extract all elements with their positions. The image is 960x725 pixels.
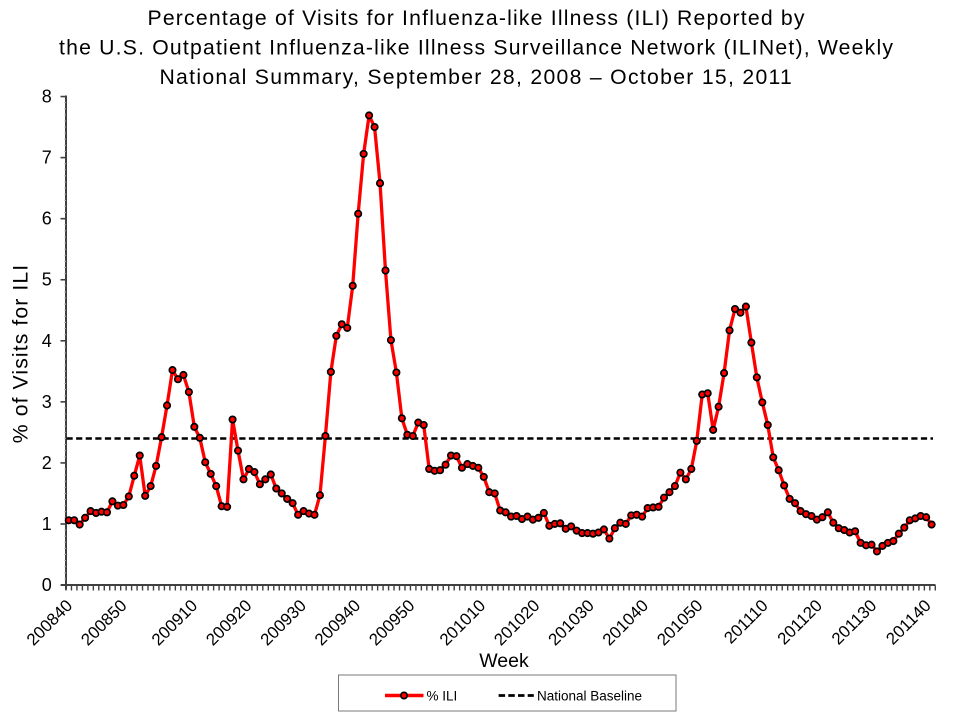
svg-text:% of Visits for ILI: % of Visits for ILI xyxy=(10,264,33,443)
svg-text:4: 4 xyxy=(42,331,52,351)
svg-text:5: 5 xyxy=(42,270,52,290)
svg-text:6: 6 xyxy=(42,209,52,229)
svg-text:8: 8 xyxy=(42,87,52,107)
svg-text:0: 0 xyxy=(42,575,52,595)
svg-text:National Summary, September 28: National Summary, September 28, 2008 – O… xyxy=(159,66,793,89)
svg-text:2: 2 xyxy=(42,453,52,473)
svg-text:the U.S. Outpatient Influenza-: the U.S. Outpatient Influenza-like Illne… xyxy=(59,36,894,59)
svg-text:3: 3 xyxy=(42,392,52,412)
svg-text:National Baseline: National Baseline xyxy=(537,689,642,704)
svg-text:Percentage of Visits for Influ: Percentage of Visits for Influenza-like … xyxy=(147,7,805,30)
svg-text:Week: Week xyxy=(479,650,529,672)
svg-text:7: 7 xyxy=(42,148,52,168)
svg-text:% ILI: % ILI xyxy=(427,689,458,704)
svg-text:1: 1 xyxy=(42,514,52,534)
